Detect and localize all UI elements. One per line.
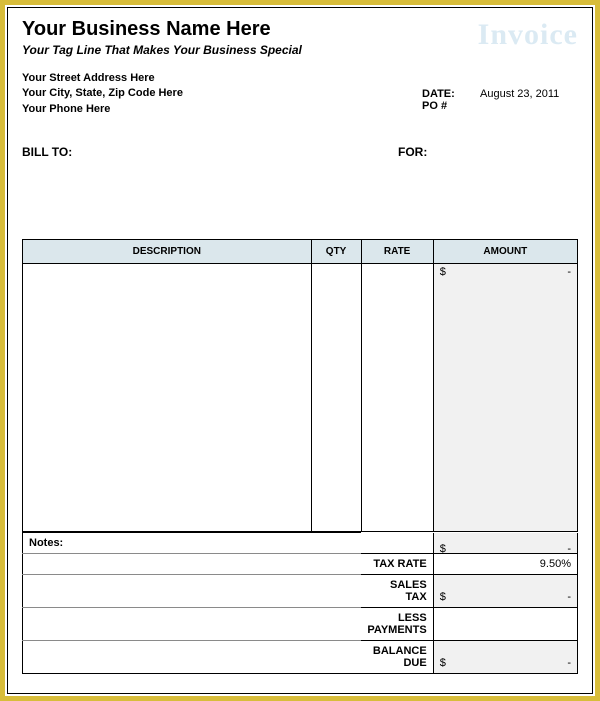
less-payments-label: LESS PAYMENTS — [361, 608, 433, 641]
currency-symbol: $ — [440, 266, 446, 278]
date-label: DATE: — [422, 88, 476, 100]
amount-dash: - — [567, 657, 571, 669]
notes-line[interactable] — [23, 641, 362, 674]
tax-rate-label: TAX RATE — [361, 554, 433, 575]
amount-dash: - — [567, 591, 571, 603]
notes-label: Notes: — [23, 533, 362, 554]
table-header-row: DESCRIPTION QTY RATE AMOUNT — [23, 240, 578, 264]
col-amount: AMOUNT — [433, 240, 577, 264]
for-label: FOR: — [398, 145, 578, 159]
currency-symbol: $ — [440, 657, 446, 669]
cell-description[interactable] — [23, 282, 312, 532]
currency-symbol: $ — [440, 591, 446, 603]
summary-table: Notes: $ - TAX RATE 9.50% SALES TAX $ - — [22, 532, 578, 674]
subtotal-label — [361, 533, 433, 554]
cell-rate[interactable] — [361, 264, 433, 282]
header-spacer — [22, 159, 578, 239]
line-items-table: DESCRIPTION QTY RATE AMOUNT $ - — [22, 239, 578, 532]
po-value — [476, 100, 578, 112]
business-name: Your Business Name Here — [22, 18, 302, 41]
notes-line[interactable] — [23, 608, 362, 641]
cell-qty[interactable] — [311, 282, 361, 532]
cell-amount: $ - — [433, 264, 577, 282]
po-label: PO # — [422, 100, 476, 112]
amount-dash: - — [567, 266, 571, 278]
amount-dash: - — [567, 543, 571, 555]
tax-rate-value[interactable]: 9.50% — [433, 554, 577, 575]
col-rate: RATE — [361, 240, 433, 264]
cell-amount — [433, 282, 577, 532]
cell-description[interactable] — [23, 264, 312, 282]
currency-symbol: $ — [440, 543, 446, 555]
cell-rate[interactable] — [361, 282, 433, 532]
notes-line[interactable] — [23, 575, 362, 608]
balance-due-value: $ - — [433, 641, 577, 674]
table-row: $ - — [23, 264, 578, 282]
street: Your Street Address Here — [22, 71, 578, 86]
subtotal-value: $ - — [433, 533, 577, 554]
notes-line[interactable] — [23, 554, 362, 575]
cell-qty[interactable] — [311, 264, 361, 282]
bill-for-row: BILL TO: FOR: — [22, 145, 578, 159]
meta-block: DATE: August 23, 2011 PO # — [422, 88, 578, 112]
sales-tax-value: $ - — [433, 575, 577, 608]
invoice-page: Your Business Name Here Your Tag Line Th… — [7, 7, 593, 694]
date-value: August 23, 2011 — [476, 88, 578, 100]
table-body-filler — [23, 282, 578, 532]
invoice-watermark: Invoice — [478, 18, 578, 52]
header-row: Your Business Name Here Your Tag Line Th… — [22, 18, 578, 57]
tagline: Your Tag Line That Makes Your Business S… — [22, 43, 302, 57]
sales-tax-label: SALES TAX — [361, 575, 433, 608]
invoice-frame: Your Business Name Here Your Tag Line Th… — [0, 0, 600, 701]
less-payments-value[interactable] — [433, 608, 577, 641]
col-qty: QTY — [311, 240, 361, 264]
balance-due-label: BALANCE DUE — [361, 641, 433, 674]
bill-to-label: BILL TO: — [22, 145, 398, 159]
col-description: DESCRIPTION — [23, 240, 312, 264]
